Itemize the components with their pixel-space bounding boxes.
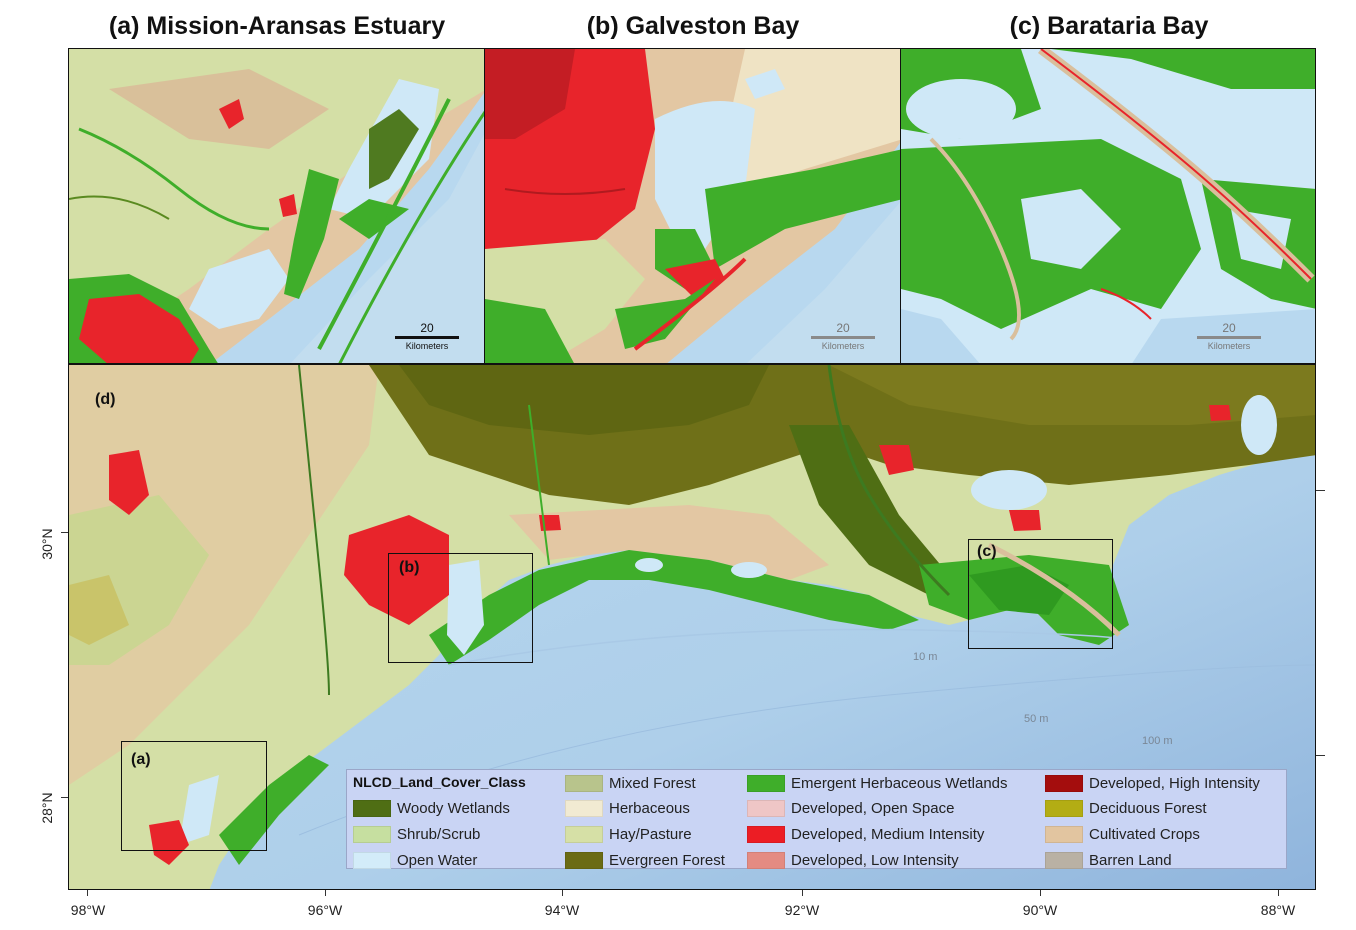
legend-label: Cultivated Crops (1089, 825, 1200, 843)
legend-swatch (1045, 825, 1083, 843)
inset-map-a[interactable]: 20 Kilometers (68, 48, 486, 364)
legend-label: Woody Wetlands (397, 799, 510, 817)
legend-item-developed-low-intensity: Developed, Low Intensity (747, 849, 959, 871)
lat-label-30n: 30°N (39, 528, 55, 560)
legend-swatch (747, 799, 785, 817)
legend-title: NLCD_Land_Cover_Class (353, 774, 526, 790)
extent-box-b[interactable] (388, 553, 533, 663)
legend-swatch (1045, 851, 1083, 869)
extent-box-c[interactable] (968, 539, 1113, 649)
right-tick-30n (1316, 490, 1325, 491)
legend-label: Emergent Herbaceous Wetlands (791, 774, 1008, 792)
legend-item-shrub-scrub: Shrub/Scrub (353, 823, 480, 845)
legend-swatch (565, 851, 603, 869)
legend-item-emergent-herbaceous-wetlands: Emergent Herbaceous Wetlands (747, 772, 1008, 794)
depth-label-10m: 10 m (913, 651, 938, 663)
lon-tick-90w (1040, 890, 1041, 896)
lon-label-94w: 94°W (544, 902, 580, 918)
legend-label: Barren Land (1089, 851, 1172, 869)
legend-swatch (747, 851, 785, 869)
scalebar-c: 20 Kilometers (1189, 321, 1269, 352)
inset-title-c: (c) Barataria Bay (1009, 12, 1209, 40)
legend-item-developed-medium-intensity: Developed, Medium Intensity (747, 823, 984, 845)
land-cover-legend: NLCD_Land_Cover_Class Woody Wetlands Shr… (346, 769, 1287, 869)
legend-swatch (1045, 799, 1083, 817)
legend-swatch (565, 825, 603, 843)
legend-label: Herbaceous (609, 799, 690, 817)
legend-item-developed-high-intensity: Developed, High Intensity (1045, 772, 1260, 794)
legend-item-evergreen-forest: Evergreen Forest (565, 849, 725, 871)
legend-item-mixed-forest: Mixed Forest (565, 772, 696, 794)
legend-swatch (747, 825, 785, 843)
lat-tick-28n (61, 797, 68, 798)
depth-label-50m: 50 m (1024, 713, 1049, 725)
lon-label-90w: 90°W (1022, 902, 1058, 918)
lon-label-98w: 98°W (70, 902, 106, 918)
scalebar-a: 20 Kilometers (387, 321, 467, 352)
legend-item-developed-open-space: Developed, Open Space (747, 797, 954, 819)
lon-label-96w: 96°W (307, 902, 343, 918)
inset-map-b[interactable]: 20 Kilometers (484, 48, 902, 364)
extent-label-c: (c) (977, 543, 997, 560)
inset-title-a: (a) Mission-Aransas Estuary (108, 12, 446, 40)
lon-tick-88w (1278, 890, 1279, 896)
lat-tick-30n (61, 532, 68, 533)
legend-swatch (353, 825, 391, 843)
lat-label-28n: 28°N (39, 792, 55, 824)
legend-item-open-water: Open Water (353, 849, 477, 871)
legend-item-herbaceous: Herbaceous (565, 797, 690, 819)
legend-label: Developed, High Intensity (1089, 774, 1260, 792)
extent-label-a: (a) (131, 751, 151, 768)
legend-label: Mixed Forest (609, 774, 696, 792)
legend-item-deciduous-forest: Deciduous Forest (1045, 797, 1207, 819)
legend-label: Open Water (397, 851, 478, 869)
lon-label-92w: 92°W (784, 902, 820, 918)
right-tick-28n (1316, 755, 1325, 756)
legend-item-hay-pasture: Hay/Pasture (565, 823, 692, 845)
panel-label-d: (d) (95, 391, 116, 408)
lon-label-88w: 88°W (1260, 902, 1296, 918)
lon-tick-98w (87, 890, 88, 896)
legend-swatch (353, 851, 391, 869)
lon-tick-96w (325, 890, 326, 896)
lon-tick-92w (802, 890, 803, 896)
inset-map-c[interactable]: 20 Kilometers (900, 48, 1316, 364)
legend-label: Deciduous Forest (1089, 799, 1207, 817)
inset-title-b: (b) Galveston Bay (586, 12, 800, 40)
legend-swatch (353, 799, 391, 817)
legend-label: Developed, Open Space (791, 799, 955, 817)
legend-swatch (1045, 774, 1083, 792)
legend-label: Shrub/Scrub (397, 825, 481, 843)
depth-label-100m: 100 m (1142, 735, 1173, 747)
legend-item-woody-wetlands: Woody Wetlands (353, 797, 510, 819)
legend-label: Hay/Pasture (609, 825, 692, 843)
legend-label: Evergreen Forest (609, 851, 725, 869)
legend-item-cultivated-crops: Cultivated Crops (1045, 823, 1200, 845)
legend-label: Developed, Low Intensity (791, 851, 959, 869)
scalebar-b: 20 Kilometers (803, 321, 883, 352)
legend-swatch (565, 799, 603, 817)
legend-item-barren-land: Barren Land (1045, 849, 1172, 871)
extent-label-b: (b) (399, 559, 420, 576)
legend-swatch (747, 774, 785, 792)
extent-box-a[interactable] (121, 741, 267, 851)
lon-tick-94w (562, 890, 563, 896)
legend-label: Developed, Medium Intensity (791, 825, 985, 843)
legend-swatch (565, 774, 603, 792)
